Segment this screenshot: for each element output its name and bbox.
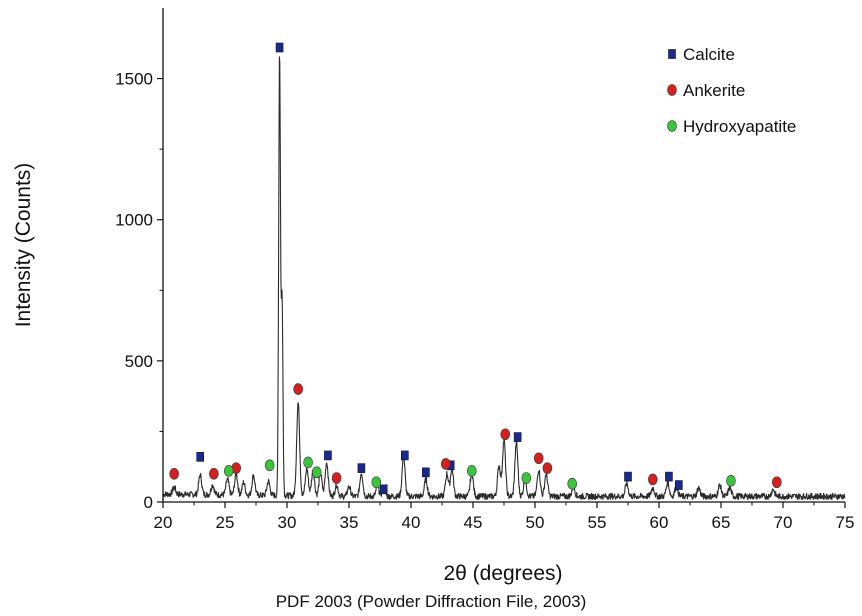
y-axis-label: Intensity (Counts) bbox=[12, 163, 35, 328]
hydroxyapatite-marker bbox=[521, 472, 532, 484]
calcite-marker bbox=[675, 480, 683, 490]
ankerite-marker bbox=[293, 383, 303, 395]
hydroxyapatite-marker bbox=[466, 465, 477, 477]
calcite-marker bbox=[422, 467, 430, 478]
calcite-marker bbox=[513, 432, 522, 442]
legend-label: Hydroxyapatite bbox=[683, 117, 796, 136]
calcite-marker bbox=[275, 42, 284, 53]
x-tick-label: 65 bbox=[712, 513, 731, 532]
x-tick-label: 20 bbox=[154, 513, 173, 532]
x-tick-label: 35 bbox=[340, 513, 359, 532]
ankerite-marker bbox=[542, 462, 553, 474]
ankerite-marker bbox=[533, 452, 544, 465]
hydroxyapatite-marker bbox=[371, 476, 382, 489]
hydroxyapatite-marker bbox=[726, 475, 736, 487]
ankerite-marker bbox=[209, 467, 219, 480]
ankerite-marker bbox=[500, 428, 511, 441]
plot-area bbox=[162, 56, 846, 501]
x-tick-label: 45 bbox=[464, 513, 483, 532]
calcite-legend-marker bbox=[668, 49, 676, 59]
y-tick-label: 500 bbox=[125, 352, 153, 371]
axes: 20 25 30 35 40 45 50 55 60 65 70 75 0 500 1000 1500 bbox=[115, 8, 854, 532]
hydroxyapatite-marker bbox=[223, 465, 234, 477]
ankerite-marker bbox=[331, 472, 342, 484]
ankerite-marker bbox=[169, 467, 179, 480]
legend: Calcite Ankerite Hydroxyapatite bbox=[667, 45, 796, 136]
x-tick-label: 50 bbox=[526, 513, 545, 532]
hydroxyapatite-marker bbox=[311, 466, 322, 479]
ankerite-marker bbox=[440, 458, 451, 470]
calcite-marker bbox=[196, 452, 204, 462]
x-tick-label: 75 bbox=[836, 513, 855, 532]
diffraction-pattern-line bbox=[162, 56, 846, 501]
legend-label: Ankerite bbox=[683, 81, 745, 100]
figure-caption: PDF 2003 (Powder Diffraction File, 2003) bbox=[275, 592, 587, 611]
ankerite-marker bbox=[771, 476, 782, 489]
calcite-marker bbox=[324, 450, 332, 461]
hydroxyapatite-marker bbox=[264, 459, 275, 472]
phase-markers bbox=[169, 42, 782, 495]
calcite-marker bbox=[665, 471, 673, 482]
hydroxyapatite-marker bbox=[303, 456, 313, 469]
y-tick-label: 1500 bbox=[115, 70, 153, 89]
calcite-marker bbox=[624, 471, 632, 482]
legend-label: Calcite bbox=[683, 45, 735, 64]
x-axis-label: 2θ (degrees) bbox=[443, 562, 562, 585]
x-tick-label: 25 bbox=[216, 513, 235, 532]
x-tick-label: 30 bbox=[278, 513, 297, 532]
calcite-marker bbox=[357, 463, 366, 473]
y-tick-label: 0 bbox=[144, 493, 153, 512]
x-tick-label: 55 bbox=[588, 513, 607, 532]
ankerite-marker bbox=[647, 473, 658, 486]
ankerite-legend-marker bbox=[667, 84, 677, 96]
x-tick-label: 70 bbox=[774, 513, 793, 532]
calcite-marker bbox=[400, 450, 409, 461]
hydroxyapatite-marker bbox=[567, 477, 578, 490]
x-tick-label: 40 bbox=[402, 513, 421, 532]
hydroxyapatite-legend-marker bbox=[667, 120, 677, 132]
y-tick-label: 1000 bbox=[115, 211, 153, 230]
calcite-marker bbox=[379, 484, 388, 495]
x-tick-label: 60 bbox=[650, 513, 669, 532]
